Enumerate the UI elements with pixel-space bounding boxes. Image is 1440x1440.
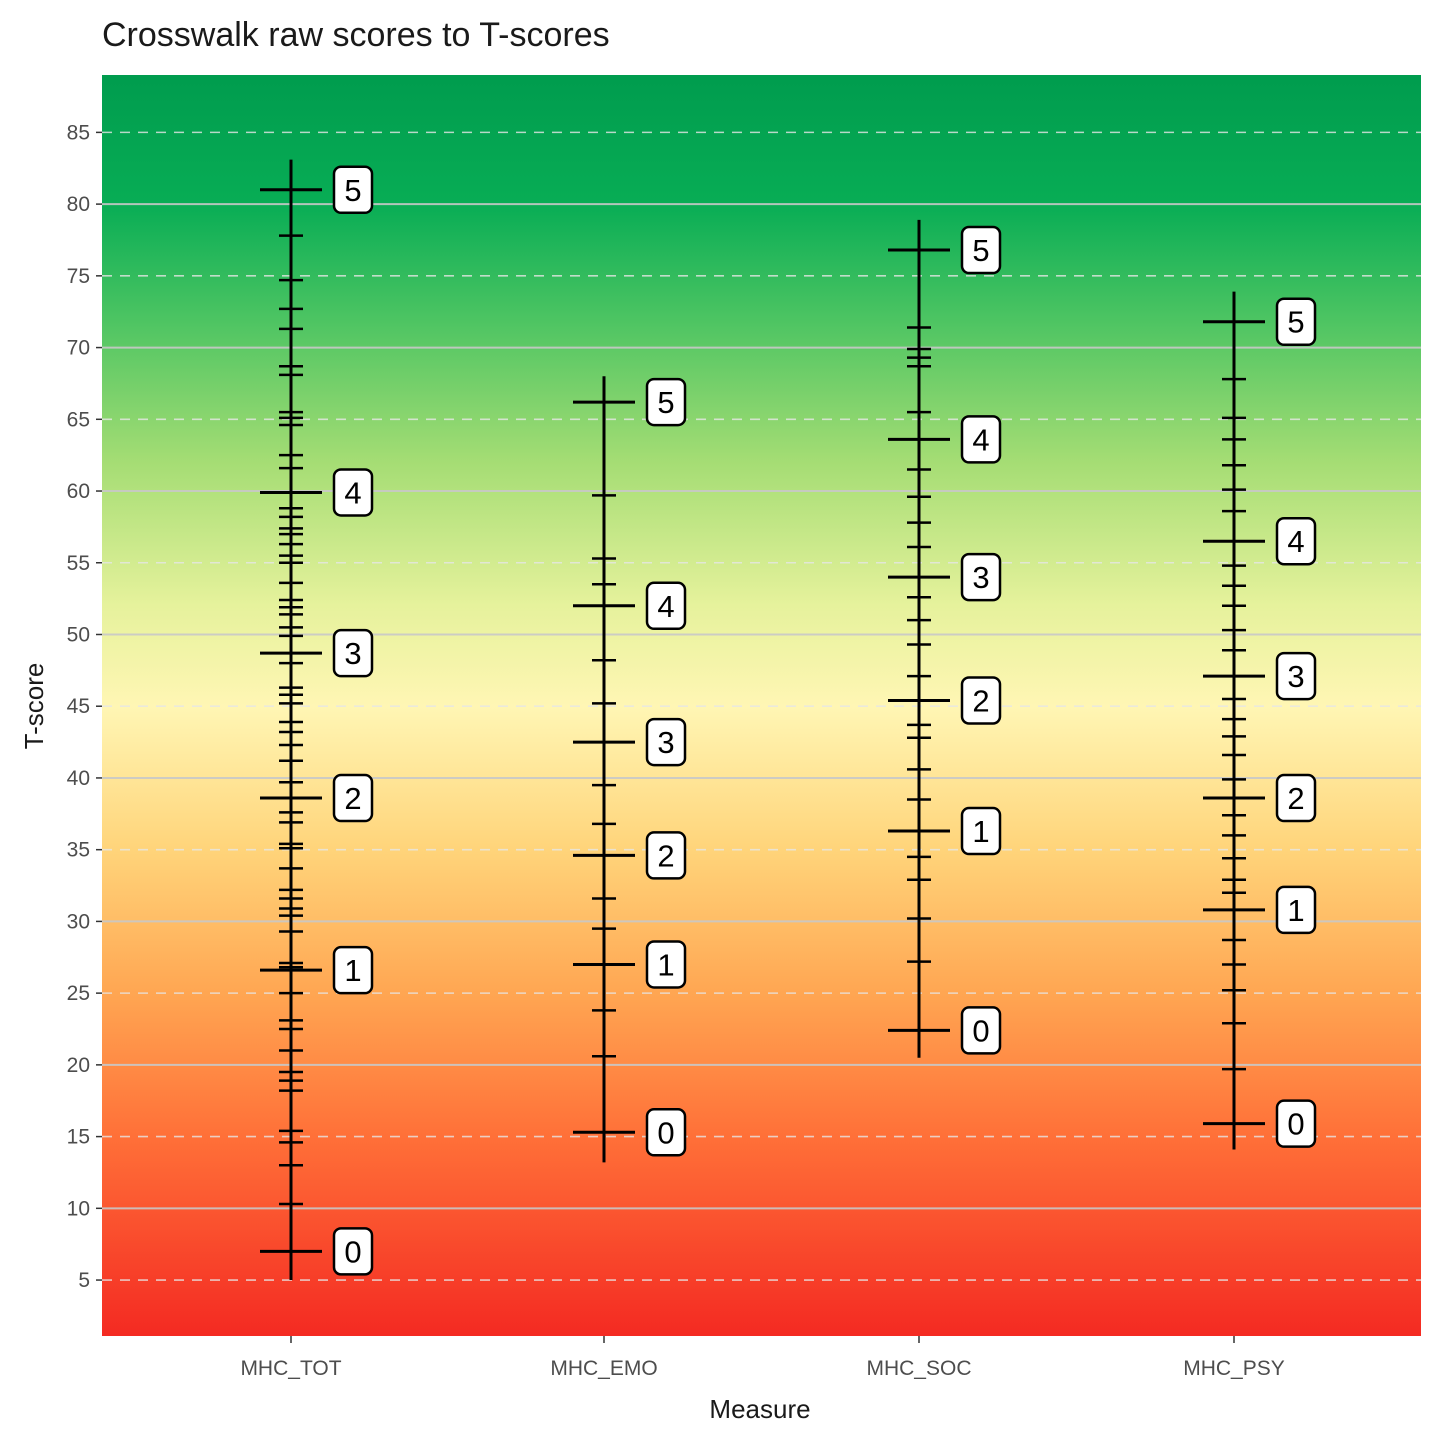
raw-score-label-box	[332, 1227, 374, 1276]
raw-score-label: 4	[1287, 524, 1304, 559]
x-tick-label: MHC_TOT	[240, 1357, 341, 1380]
y-tick-label: 30	[67, 910, 90, 933]
raw-score-label: 5	[972, 233, 989, 268]
raw-score-label: 3	[657, 725, 674, 760]
raw-score-label: 4	[657, 589, 674, 624]
y-tick-label: 65	[67, 408, 90, 431]
raw-score-label: 0	[657, 1115, 674, 1150]
raw-score-label: 5	[657, 385, 674, 420]
raw-score-label-box	[332, 165, 374, 215]
y-tick-label: 60	[67, 480, 90, 503]
raw-score-label-box	[332, 773, 374, 823]
y-tick-label: 85	[67, 121, 90, 144]
x-tick-label: MHC_PSY	[1183, 1357, 1285, 1380]
raw-score-label-box	[960, 225, 1002, 275]
y-axis-title: T-score	[19, 663, 49, 750]
y-tick-label: 20	[67, 1054, 90, 1077]
raw-score-label-box	[1275, 297, 1317, 346]
raw-score-label-box	[960, 1006, 1002, 1055]
raw-score-label: 1	[657, 947, 674, 982]
y-tick-label: 75	[67, 265, 90, 288]
raw-score-label: 0	[344, 1234, 361, 1269]
raw-score-label: 1	[344, 953, 361, 988]
raw-score-label-box	[960, 676, 1002, 725]
raw-score-label-box	[960, 415, 1002, 464]
raw-score-label-box	[1275, 885, 1317, 935]
raw-score-label: 3	[972, 560, 989, 595]
y-tick-label: 80	[67, 193, 90, 216]
y-tick-label: 40	[67, 767, 90, 790]
raw-score-label-box	[1275, 773, 1317, 823]
y-tick-label: 70	[67, 337, 90, 360]
raw-score-label: 4	[972, 422, 989, 457]
y-tick-label: 15	[67, 1126, 90, 1149]
measure-mhc-tot: 0 1 2 3 4 5	[260, 159, 374, 1281]
raw-score-label-box	[332, 468, 374, 517]
raw-score-label-box	[645, 940, 687, 989]
y-tick-label: 55	[67, 552, 90, 575]
raw-score-label: 4	[344, 475, 361, 510]
y-tick-label: 50	[67, 623, 90, 646]
raw-score-label: 5	[344, 173, 361, 208]
raw-score-label: 3	[344, 636, 361, 671]
raw-score-label: 2	[657, 838, 674, 873]
raw-score-label-box	[645, 581, 687, 631]
raw-score-label: 2	[1287, 781, 1304, 816]
y-tick-label: 5	[78, 1269, 90, 1292]
y-tick-label: 35	[67, 839, 90, 862]
raw-score-label-box	[960, 552, 1002, 602]
raw-score-label-box	[645, 717, 687, 767]
raw-score-label-box	[1275, 651, 1317, 701]
x-axis-title: Measure	[709, 1394, 810, 1424]
raw-score-label: 2	[344, 781, 361, 816]
raw-score-label-box	[645, 377, 687, 427]
raw-score-label-box	[332, 628, 374, 678]
raw-score-label: 1	[972, 814, 989, 849]
measure-mhc-psy: 0 1 2 3 4 5	[1203, 291, 1317, 1150]
raw-score-label-box	[1275, 1099, 1317, 1148]
chart-title: Crosswalk raw scores to T-scores	[102, 16, 610, 54]
y-tick-label: 10	[67, 1197, 90, 1220]
raw-score-label: 2	[972, 683, 989, 718]
raw-score-label-box	[645, 1108, 687, 1157]
x-tick-label: MHC_EMO	[550, 1357, 657, 1380]
y-tick-label: 25	[67, 982, 90, 1005]
x-tick-label: MHC_SOC	[866, 1357, 971, 1380]
raw-score-label: 5	[1287, 305, 1304, 340]
raw-score-label: 1	[1287, 893, 1304, 928]
raw-score-label-box	[1275, 516, 1317, 566]
raw-score-label-box	[332, 945, 374, 995]
raw-score-label: 3	[1287, 659, 1304, 694]
raw-score-label-box	[960, 806, 1002, 856]
y-tick-label: 45	[67, 695, 90, 718]
raw-score-label: 0	[1287, 1107, 1304, 1142]
raw-score-label-box	[645, 831, 687, 880]
measure-mhc-soc: 0 1 2 3 4 5	[888, 219, 1002, 1058]
measure-mhc-emo: 0 1 2 3 4 5	[573, 376, 687, 1163]
raw-score-label: 0	[972, 1013, 989, 1048]
